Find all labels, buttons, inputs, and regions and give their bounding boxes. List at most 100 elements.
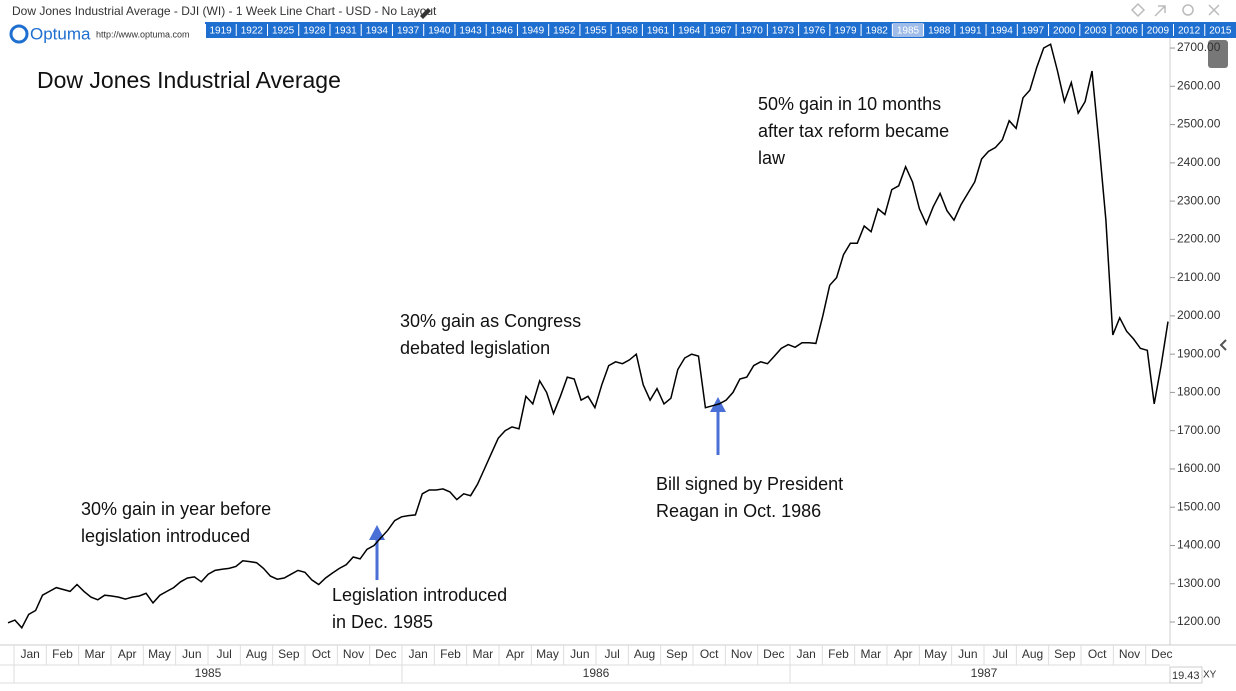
ribbon-year: 1976: [803, 26, 826, 37]
x-tick-label: Nov: [343, 647, 364, 661]
annotation-line: after tax reform became: [758, 121, 949, 141]
year-ribbon: [205, 22, 1236, 38]
x-tick-label: Jan: [20, 647, 39, 661]
y-tick-label: 2400.00: [1177, 155, 1221, 169]
ribbon-year: 1985: [897, 26, 920, 37]
x-tick-label: Dec: [763, 647, 784, 661]
x-tick-label: Dec: [1151, 647, 1172, 661]
annotation-line: 30% gain as Congress: [400, 311, 581, 331]
year-label: 1987: [971, 666, 998, 680]
x-tick-label: Feb: [440, 647, 461, 661]
icon[interactable]: [1208, 4, 1220, 16]
ribbon-year: 1943: [459, 26, 482, 37]
ribbon-year: 1994: [991, 26, 1014, 37]
icon[interactable]: [1182, 4, 1194, 16]
annotation: Legislation introduced in Dec. 1985: [332, 585, 507, 632]
ribbon-year: 1946: [491, 26, 514, 37]
price-line: [7, 43, 1169, 630]
y-tick-label: 1600.00: [1177, 461, 1221, 475]
ribbon-year: 1937: [397, 26, 420, 37]
ribbon-year: 1982: [866, 26, 889, 37]
x-tick-label: Sep: [278, 647, 300, 661]
annotation: 50% gain in 10 months after tax reform be…: [758, 94, 949, 168]
ribbon-years: 1919 1922 1925 1928 1931 1934 1937 1940 1943 1946…: [204, 23, 1232, 37]
logo-icon: [9, 24, 29, 44]
x-tick-label: Nov: [1119, 647, 1140, 661]
annotation-line: 30% gain in year before: [81, 499, 271, 519]
x-tick-label: Jan: [408, 647, 427, 661]
icon[interactable]: [1130, 2, 1146, 18]
ribbon-year: 2000: [1053, 26, 1076, 37]
annotation-line: Reagan in Oct. 1986: [656, 501, 821, 521]
year-label: 1985: [195, 666, 222, 680]
annotation: Bill signed by President Reagan in Oct. 1…: [656, 474, 843, 521]
ribbon-year: 1925: [272, 26, 295, 37]
ribbon-year: 1931: [334, 26, 357, 37]
x-tick-label: Mar: [472, 647, 493, 661]
ribbon-year: 2003: [1084, 26, 1107, 37]
x-tick-label: Nov: [731, 647, 752, 661]
x-tick-label: Oct: [312, 647, 331, 661]
ribbon-year: 1919: [209, 26, 232, 37]
ribbon-year: 1964: [678, 26, 701, 37]
x-tick-label: Jan: [796, 647, 815, 661]
xy-toggle[interactable]: XY: [1203, 670, 1217, 681]
annotation-line: legislation introduced: [81, 526, 250, 546]
y-tick-label: 2500.00: [1177, 117, 1221, 131]
logo-text: Optuma: [30, 24, 91, 43]
x-tick-label: May: [536, 647, 559, 661]
y-tick-label: 2200.00: [1177, 232, 1221, 246]
year-label: 1986: [583, 666, 610, 680]
ribbon-year: 1961: [647, 26, 670, 37]
x-tick-label: Jul: [216, 647, 231, 661]
scale-value: 19.43: [1172, 670, 1200, 682]
x-tick-label: Sep: [1054, 647, 1076, 661]
x-tick-label: Sep: [666, 647, 688, 661]
ribbon-year: 1967: [709, 26, 732, 37]
x-tick-label: Apr: [894, 647, 913, 661]
y-tick-label: 1400.00: [1177, 538, 1221, 552]
x-tick-label: Aug: [246, 647, 267, 661]
annotation-line: Bill signed by President: [656, 474, 843, 494]
x-tick-label: Dec: [375, 647, 396, 661]
x-tick-label: Jun: [570, 647, 589, 661]
x-tick-label: Aug: [1022, 647, 1043, 661]
y-tick-label: 1500.00: [1177, 499, 1221, 513]
y-tick-label: 2300.00: [1177, 193, 1221, 207]
ribbon-year: 2015: [1209, 26, 1232, 37]
collapse-icon[interactable]: [1219, 339, 1227, 351]
x-tick-label: Jun: [182, 647, 201, 661]
x-tick-label: Feb: [828, 647, 849, 661]
ribbon-year: 1988: [928, 26, 951, 37]
x-tick-label: Mar: [860, 647, 881, 661]
edit-icon[interactable]: [420, 8, 431, 19]
annotation: 30% gain in year before legislation intro…: [81, 499, 271, 546]
ribbon-year: 2006: [1116, 26, 1139, 37]
y-tick-label: 2100.00: [1177, 270, 1221, 284]
icon[interactable]: [1154, 5, 1166, 17]
x-tick-label: May: [148, 647, 171, 661]
x-tick-label: Jun: [958, 647, 977, 661]
x-tick-label: Jul: [604, 647, 619, 661]
annotation-line: law: [758, 148, 786, 168]
ribbon-year: 1934: [366, 26, 389, 37]
x-tick-label: Mar: [84, 647, 105, 661]
x-tick-label: Apr: [118, 647, 137, 661]
logo-url: http://www.optuma.com: [96, 29, 190, 39]
y-tick-label: 2700.00: [1177, 40, 1221, 54]
ribbon-year: 1952: [553, 26, 576, 37]
x-tick-label: Feb: [52, 647, 73, 661]
x-tick-label: Oct: [1088, 647, 1107, 661]
y-tick-label: 1900.00: [1177, 346, 1221, 360]
ribbon-highlight: [892, 23, 924, 37]
x-tick-label: Apr: [506, 647, 525, 661]
annotations: 30% gain in year before legislation intro…: [81, 94, 949, 632]
y-tick-label: 1200.00: [1177, 614, 1221, 628]
ribbon-year: 1979: [834, 26, 857, 37]
y-tick-label: 1700.00: [1177, 423, 1221, 437]
ribbon-year: 1928: [303, 26, 326, 37]
ribbon-year: 1991: [959, 26, 982, 37]
lock-icon[interactable]: [1208, 40, 1228, 68]
scale-box: [1169, 666, 1203, 684]
